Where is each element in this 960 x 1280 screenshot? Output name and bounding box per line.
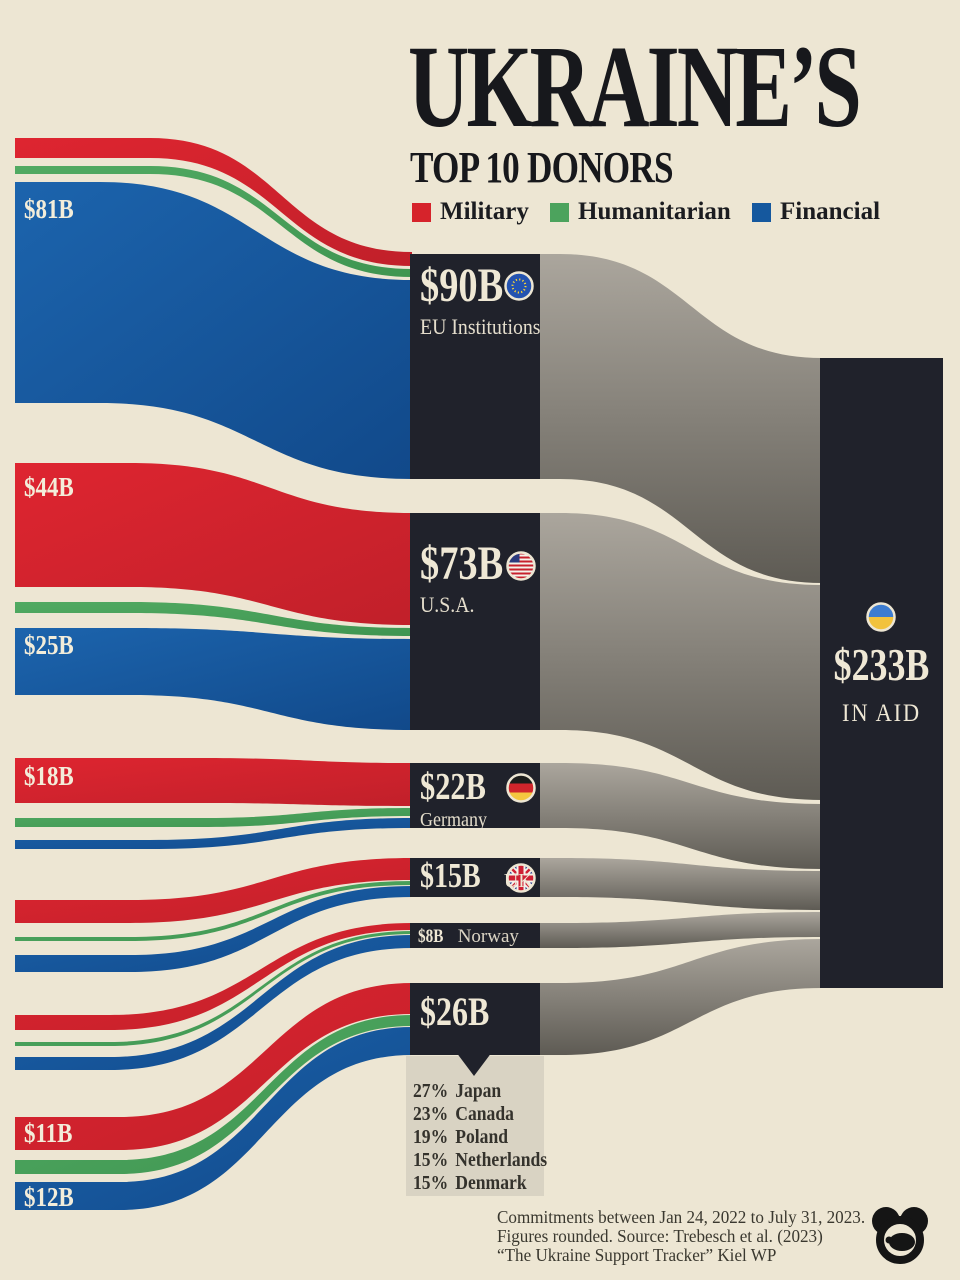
- breakdown-row: 23% Canada: [413, 1103, 547, 1126]
- breakdown-pct: 15%: [413, 1172, 449, 1194]
- flow-eu-humanitarian: [15, 166, 412, 277]
- group-breakdown-panel: [406, 1056, 544, 1196]
- flow-usa-to-total: [539, 513, 822, 800]
- grey-flows: [539, 254, 822, 1055]
- breakdown-country: Denmark: [455, 1172, 527, 1194]
- breakdown-row: 15% Denmark: [413, 1172, 547, 1195]
- label-group-financial: $12B: [24, 1182, 74, 1212]
- flow-germany-to-total: [539, 763, 822, 869]
- donor-nodes: [410, 254, 943, 1055]
- label-eu-financial: $81B: [24, 194, 74, 224]
- page-subtitle: TOP 10 DONORS: [410, 143, 674, 192]
- category-flows: [15, 138, 412, 1210]
- uk-node-label: $15B UK: [420, 858, 533, 893]
- flow-norway-to-total: [539, 912, 822, 948]
- node-norway: [410, 923, 540, 948]
- label-germany-military: $18B: [24, 761, 74, 791]
- group-breakdown-list: 27% Japan 23% Canada 19% Poland 15% Neth…: [413, 1080, 547, 1195]
- germany-node-label: $22B Germany: [420, 768, 502, 830]
- uk-flag-icon: [506, 863, 536, 893]
- usa-flag-icon: [506, 551, 536, 581]
- germany-value: $22B: [420, 766, 486, 808]
- flow-uk-to-total: [539, 858, 822, 910]
- norway-node-label: $8B Norway: [418, 927, 519, 946]
- node-usa: [410, 513, 540, 730]
- eu-flag-icon: [504, 271, 534, 301]
- total-label: IN AID: [842, 700, 921, 727]
- source-note: Commitments between Jan 24, 2022 to July…: [497, 1208, 865, 1265]
- page-title: UKRAINE’S: [408, 21, 862, 152]
- breakdown-pct: 23%: [413, 1103, 449, 1125]
- usa-value: $73B: [420, 537, 504, 590]
- flow-group-to-total: [539, 939, 822, 1055]
- flow-eu-financial: [15, 182, 412, 479]
- node-total: [820, 358, 943, 988]
- germany-name: Germany: [420, 809, 487, 831]
- label-usa-financial: $25B: [24, 630, 74, 660]
- legend-item-humanitarian: Humanitarian: [550, 198, 731, 226]
- eu-node-label: $90B EU Institutions: [420, 262, 554, 338]
- usa-node-label: $73B U.S.A.: [420, 540, 524, 616]
- flow-group-financial: [15, 1027, 412, 1210]
- flow-usa-financial: [15, 628, 412, 730]
- breakdown-country: Japan: [455, 1080, 502, 1102]
- source-line-3: “The Ukraine Support Tracker” Kiel WP: [497, 1245, 777, 1265]
- legend-item-military: Military: [412, 198, 529, 226]
- subtitle-block: TOP 10 DONORS: [410, 146, 738, 190]
- flow-group-humanitarian: [15, 1015, 412, 1174]
- breakdown-country: Netherlands: [455, 1149, 548, 1171]
- breakdown-pct: 27%: [413, 1080, 449, 1102]
- flow-eu-military: [15, 138, 412, 266]
- flow-uk-financial: [15, 886, 412, 972]
- flow-norway-financial: [15, 935, 412, 1070]
- uk-value: $15B: [420, 856, 481, 895]
- uk-name: UK: [503, 870, 533, 892]
- legend-label-financial: Financial: [780, 198, 881, 225]
- flow-norway-military: [15, 923, 412, 1030]
- legend-item-financial: Financial: [752, 198, 880, 226]
- flow-germany-military: [15, 758, 412, 806]
- flow-usa-humanitarian: [15, 602, 412, 636]
- title-block: UKRAINE’S: [408, 28, 960, 146]
- usa-name: U.S.A.: [420, 592, 475, 617]
- germany-flag-icon: [506, 773, 536, 803]
- label-group-military: $11B: [24, 1118, 73, 1148]
- flow-eu-to-total: [539, 254, 822, 583]
- breakdown-pct: 19%: [413, 1126, 449, 1148]
- source-line-1: Commitments between Jan 24, 2022 to July…: [497, 1207, 866, 1227]
- military-swatch: [412, 202, 431, 222]
- eu-value: $90B: [420, 259, 504, 312]
- breakdown-country: Poland: [455, 1126, 509, 1148]
- breakdown-pct: 15%: [413, 1149, 449, 1171]
- breakdown-row: 27% Japan: [413, 1080, 547, 1103]
- norway-value: $8B: [418, 926, 444, 947]
- group-node-label: $26B: [420, 992, 507, 1032]
- total-node-label: $233B IN AID: [820, 638, 943, 728]
- total-value: $233B: [833, 639, 930, 690]
- financial-swatch: [752, 202, 771, 222]
- flow-uk-humanitarian: [15, 881, 412, 941]
- label-usa-military: $44B: [24, 472, 74, 502]
- flow-germany-humanitarian: [15, 808, 412, 827]
- humanitarian-swatch: [550, 202, 569, 222]
- breakdown-country: Canada: [455, 1103, 514, 1125]
- node-group: [410, 983, 540, 1055]
- legend-label-humanitarian: Humanitarian: [578, 198, 731, 225]
- breakdown-row: 19% Poland: [413, 1126, 547, 1149]
- flow-germany-financial: [15, 818, 412, 849]
- group-value: $26B: [420, 989, 490, 1034]
- visual-capitalist-logo: [872, 1207, 928, 1264]
- flow-usa-military: [15, 463, 412, 625]
- breakdown-row: 15% Netherlands: [413, 1149, 547, 1172]
- norway-name: Norway: [457, 926, 519, 947]
- ukraine-flag-icon: [866, 602, 896, 632]
- flow-group-military: [15, 983, 412, 1150]
- group-breakdown-pointer: [456, 1052, 492, 1076]
- source-line-2: Figures rounded. Source: Trebesch et al.…: [497, 1226, 823, 1246]
- eu-name: EU Institutions: [420, 314, 541, 339]
- flow-uk-military: [15, 858, 412, 923]
- legend-label-military: Military: [440, 198, 529, 225]
